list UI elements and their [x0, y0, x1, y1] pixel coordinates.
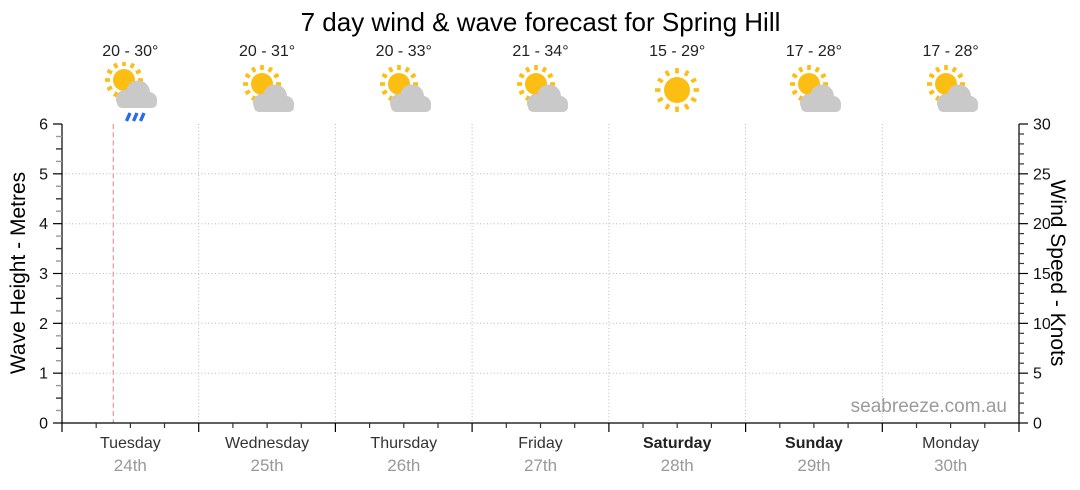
chart-title: 7 day wind & wave forecast for Spring Hi…: [300, 7, 781, 37]
weather-icon-box: [782, 62, 846, 124]
date-label: 30th: [934, 456, 968, 475]
weather-icon-box: [509, 62, 573, 124]
sun-cloud-icon: [379, 65, 431, 112]
weather-icon-box: [645, 62, 709, 124]
sun-cloud-icon: [243, 65, 295, 112]
date-label: 27th: [523, 456, 558, 475]
day-label: Friday: [518, 435, 563, 452]
temp-range: 20 - 33°: [375, 43, 432, 60]
watermark: seabreeze.com.au: [850, 396, 1007, 417]
date-label: 29th: [797, 456, 831, 475]
wave-tick-label: 6: [39, 117, 48, 134]
day-label: Tuesday: [99, 435, 161, 452]
date-label: 25th: [250, 456, 284, 475]
sun-cloud-icon: [789, 65, 841, 112]
weather-icon-box: [372, 62, 436, 124]
weather-icon-box: [235, 62, 299, 124]
sun-cloud-rain-icon: [105, 61, 158, 122]
wind-tick-label: 15: [1033, 266, 1051, 283]
day-label: Monday: [922, 435, 980, 452]
temp-range: 21 - 34°: [512, 43, 569, 60]
sun-icon: [655, 68, 700, 112]
wind-tick-label: 30: [1033, 117, 1051, 134]
wave-tick-label: 0: [39, 416, 48, 433]
wave-axis-title: Wave Height - Metres: [7, 171, 30, 375]
wind-tick-label: 25: [1033, 166, 1051, 183]
wind-tick-label: 5: [1033, 366, 1042, 383]
temp-range: 15 - 29°: [649, 43, 706, 60]
weather-icon-box: [98, 61, 162, 124]
wave-tick-label: 1: [39, 366, 48, 383]
day-label: Wednesday: [224, 435, 310, 452]
date-label: 26th: [387, 456, 421, 475]
temp-range: 17 - 28°: [785, 43, 843, 60]
day-label: Saturday: [642, 435, 712, 452]
temp-range: 17 - 28°: [922, 43, 979, 60]
day-label: Sunday: [785, 435, 843, 452]
wave-tick-label: 3: [39, 266, 48, 283]
day-label: Thursday: [370, 435, 438, 452]
date-label: 28th: [660, 456, 694, 475]
wind-tick-label: 10: [1033, 316, 1051, 333]
sun-cloud-icon: [926, 65, 978, 112]
wave-tick-label: 5: [39, 166, 48, 183]
temp-range: 20 - 30°: [102, 43, 159, 60]
sun-cloud-icon: [516, 65, 568, 112]
wave-tick-label: 4: [39, 216, 48, 233]
weather-icon-box: [919, 62, 983, 124]
wave-tick-label: 2: [39, 316, 48, 333]
date-label: 24th: [113, 456, 147, 475]
wind-axis-title: Wind Speed - Knots: [1046, 179, 1069, 367]
temp-range: 20 - 31°: [238, 43, 296, 60]
wind-tick-label: 0: [1033, 416, 1042, 433]
wind-tick-label: 20: [1033, 216, 1051, 233]
